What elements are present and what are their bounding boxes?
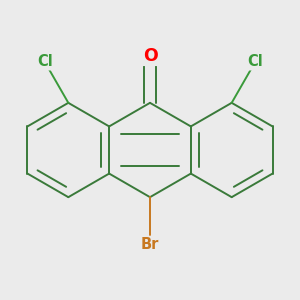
Text: Cl: Cl — [248, 54, 263, 69]
Text: Br: Br — [141, 237, 159, 252]
Text: Cl: Cl — [37, 54, 52, 69]
Text: O: O — [142, 47, 158, 65]
